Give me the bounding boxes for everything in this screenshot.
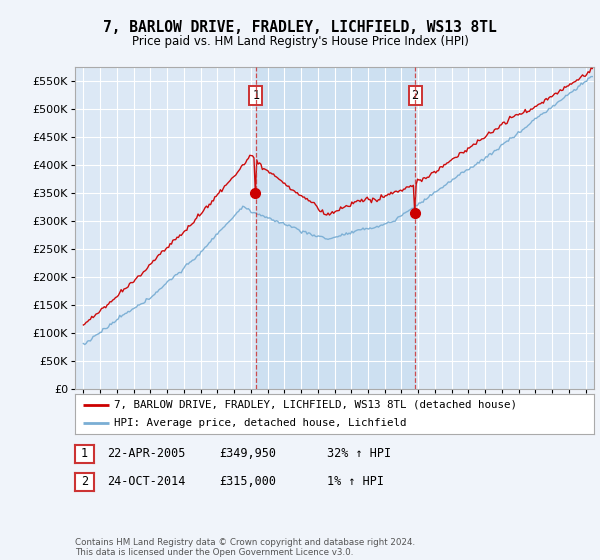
Text: 1: 1 [253, 89, 260, 102]
Text: 7, BARLOW DRIVE, FRADLEY, LICHFIELD, WS13 8TL: 7, BARLOW DRIVE, FRADLEY, LICHFIELD, WS1… [103, 20, 497, 35]
Text: 2: 2 [412, 89, 419, 102]
Text: 2: 2 [81, 475, 88, 488]
Text: 1: 1 [81, 447, 88, 460]
Text: 1% ↑ HPI: 1% ↑ HPI [327, 475, 384, 488]
Text: Contains HM Land Registry data © Crown copyright and database right 2024.
This d: Contains HM Land Registry data © Crown c… [75, 538, 415, 557]
Text: 24-OCT-2014: 24-OCT-2014 [107, 475, 185, 488]
Text: £315,000: £315,000 [219, 475, 276, 488]
Text: 7, BARLOW DRIVE, FRADLEY, LICHFIELD, WS13 8TL (detached house): 7, BARLOW DRIVE, FRADLEY, LICHFIELD, WS1… [114, 400, 517, 409]
Text: 32% ↑ HPI: 32% ↑ HPI [327, 447, 391, 460]
Text: Price paid vs. HM Land Registry's House Price Index (HPI): Price paid vs. HM Land Registry's House … [131, 35, 469, 48]
Bar [256, 67, 415, 389]
Text: HPI: Average price, detached house, Lichfield: HPI: Average price, detached house, Lich… [114, 418, 406, 428]
Text: £349,950: £349,950 [219, 447, 276, 460]
Text: 22-APR-2005: 22-APR-2005 [107, 447, 185, 460]
